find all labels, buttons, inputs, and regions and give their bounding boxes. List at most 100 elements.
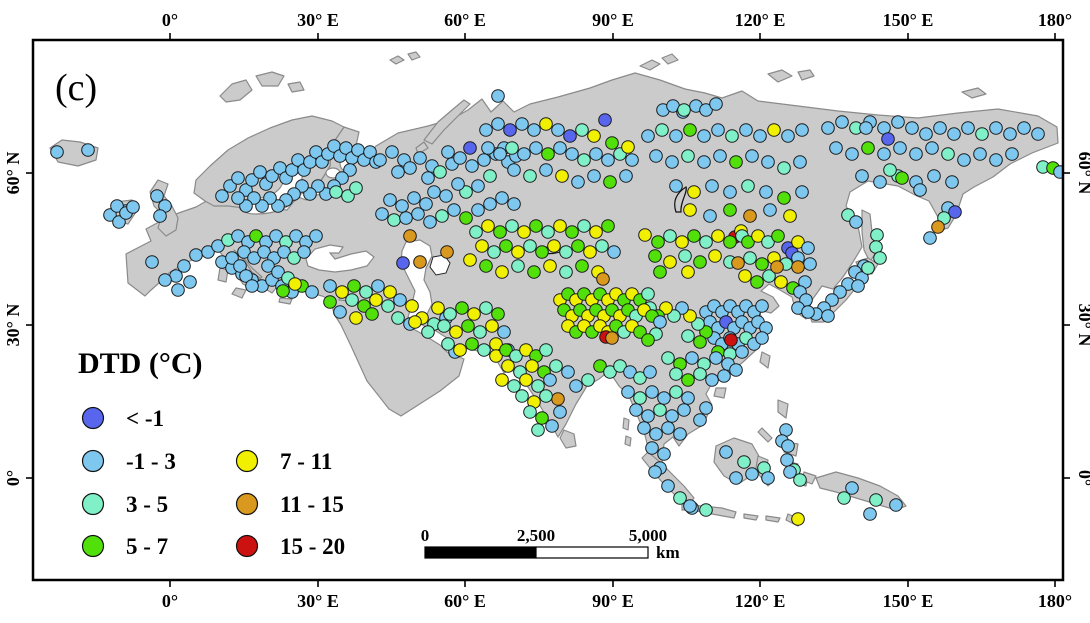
station-dot xyxy=(501,359,515,373)
station-dot xyxy=(463,141,477,155)
station-dot xyxy=(791,235,805,249)
station-dot xyxy=(693,367,707,381)
station-dot xyxy=(719,445,733,459)
station-dot xyxy=(947,127,961,141)
station-dot xyxy=(343,163,357,177)
station-dot xyxy=(699,503,713,517)
station-dot xyxy=(245,173,259,187)
station-dot xyxy=(833,285,847,299)
station-dot xyxy=(633,325,647,339)
station-dot xyxy=(669,129,683,143)
station-dot xyxy=(491,117,505,131)
station-dot xyxy=(771,229,785,243)
station-dot xyxy=(413,151,427,165)
station-dot xyxy=(699,235,713,249)
station-dot xyxy=(329,185,343,199)
station-dot xyxy=(525,359,539,373)
station-dot xyxy=(231,191,245,205)
station-dot xyxy=(653,315,667,329)
station-dot xyxy=(239,269,253,283)
station-dot xyxy=(553,219,567,233)
station-dot xyxy=(277,245,291,259)
station-dot xyxy=(387,213,401,227)
station-dot xyxy=(791,512,805,526)
station-dot xyxy=(661,421,675,435)
station-dot xyxy=(741,235,755,249)
scalebar-distance-label: 0 xyxy=(421,526,430,545)
station-dot xyxy=(499,343,513,357)
station-dot xyxy=(571,239,585,253)
station-dot xyxy=(709,97,723,111)
lat-label-right: 30° N xyxy=(1075,304,1090,347)
station-dot xyxy=(699,103,713,117)
station-dot xyxy=(893,141,907,155)
station-dot xyxy=(881,132,895,146)
station-dot xyxy=(849,215,863,229)
station-dot xyxy=(479,259,493,273)
station-dot xyxy=(793,473,807,487)
station-dot xyxy=(601,219,615,233)
lat-label-left: 30° N xyxy=(3,304,23,347)
station-dot xyxy=(697,155,711,169)
station-dot xyxy=(755,331,769,345)
station-dot xyxy=(421,171,435,185)
station-dot xyxy=(601,153,615,167)
station-dot xyxy=(641,129,655,143)
station-dot xyxy=(693,335,707,349)
station-dot xyxy=(405,299,419,313)
station-dot xyxy=(349,311,363,325)
station-dot xyxy=(517,147,531,161)
station-dot xyxy=(443,307,457,321)
station-dot xyxy=(491,307,505,321)
station-dot xyxy=(683,203,697,217)
station-dot xyxy=(723,203,737,217)
station-dot xyxy=(145,255,159,269)
legend-title: DTD (°C) xyxy=(78,347,202,380)
station-dot xyxy=(891,115,905,129)
station-dot xyxy=(453,343,467,357)
station-dot xyxy=(837,491,851,505)
station-dot xyxy=(523,239,537,253)
station-dot xyxy=(427,185,441,199)
station-dot xyxy=(435,209,449,223)
station-dot xyxy=(681,373,695,387)
station-dot xyxy=(451,177,465,191)
station-dot xyxy=(323,295,337,309)
scalebar-distance-label: 2,500 xyxy=(517,526,555,545)
station-dot xyxy=(957,153,971,167)
panel-label: (c) xyxy=(55,67,97,109)
station-dot xyxy=(803,257,817,271)
station-dot xyxy=(391,311,405,325)
station-dot xyxy=(723,185,737,199)
station-dot xyxy=(309,229,323,243)
lon-label-bottom: 90° E xyxy=(592,591,634,611)
station-dot xyxy=(889,498,903,512)
station-dot xyxy=(543,373,557,387)
lon-label-top: 150° E xyxy=(883,10,934,30)
station-dot xyxy=(373,153,387,167)
station-dot xyxy=(549,359,563,373)
station-dot xyxy=(851,279,865,293)
station-dot xyxy=(613,359,627,373)
scalebar-unit-label: km xyxy=(656,543,680,562)
station-dot xyxy=(683,309,697,323)
station-dot xyxy=(287,251,301,265)
station-dot xyxy=(645,441,659,455)
station-dot xyxy=(667,309,681,323)
station-dot xyxy=(737,455,751,469)
station-dot xyxy=(485,319,499,333)
station-dot xyxy=(625,153,639,167)
station-dot xyxy=(519,343,533,357)
legend-swatch xyxy=(81,449,105,473)
station-dot xyxy=(821,121,835,135)
station-dot xyxy=(801,241,815,255)
station-dot xyxy=(724,333,738,347)
station-dot xyxy=(565,225,579,239)
station-dot xyxy=(651,235,665,249)
station-dot xyxy=(357,299,371,313)
station-dot xyxy=(269,229,283,243)
station-dot xyxy=(821,309,835,323)
station-dot xyxy=(50,145,64,159)
station-dot xyxy=(637,421,651,435)
station-dot xyxy=(931,220,945,234)
